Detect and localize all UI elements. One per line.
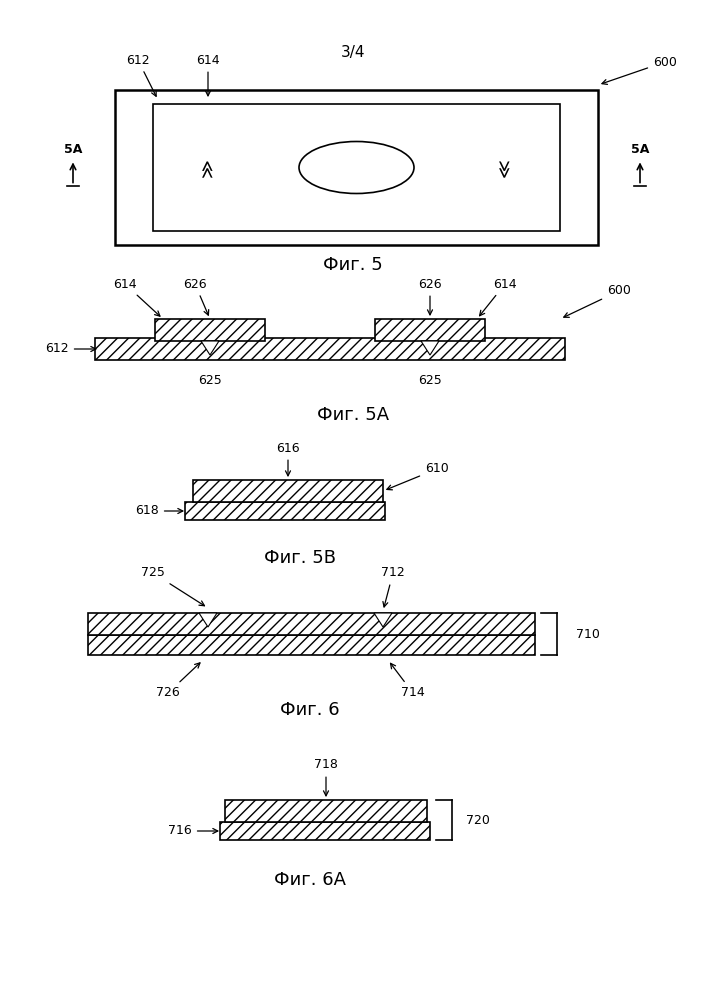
- Text: 726: 726: [156, 663, 200, 700]
- Text: 3/4: 3/4: [341, 44, 366, 60]
- Polygon shape: [421, 341, 439, 355]
- Text: ≫: ≫: [199, 158, 217, 177]
- Polygon shape: [374, 613, 392, 627]
- Text: 610: 610: [387, 462, 449, 490]
- Text: 618: 618: [135, 504, 183, 518]
- Text: 5A: 5A: [631, 143, 649, 156]
- Text: Фиг. 6: Фиг. 6: [280, 701, 340, 719]
- Text: Фиг. 6A: Фиг. 6A: [274, 871, 346, 889]
- Bar: [88, 635, 535, 655]
- Text: 600: 600: [602, 55, 677, 84]
- Text: 720: 720: [466, 814, 490, 826]
- Bar: [153, 104, 560, 231]
- Text: 718: 718: [314, 758, 338, 796]
- Ellipse shape: [299, 141, 414, 194]
- Text: Фиг. 5B: Фиг. 5B: [264, 549, 336, 567]
- Text: 600: 600: [563, 284, 631, 317]
- Text: 614: 614: [479, 277, 517, 316]
- Polygon shape: [201, 341, 219, 355]
- Text: 712: 712: [381, 566, 405, 607]
- Text: 725: 725: [141, 566, 204, 606]
- Text: 5A: 5A: [64, 143, 82, 156]
- Bar: [115, 90, 598, 245]
- Text: 625: 625: [418, 373, 442, 386]
- Text: 614: 614: [113, 277, 160, 316]
- Text: 616: 616: [276, 442, 300, 476]
- Bar: [375, 319, 485, 341]
- Text: 614: 614: [196, 53, 220, 96]
- Polygon shape: [199, 613, 217, 627]
- Text: 716: 716: [168, 824, 218, 838]
- Text: 626: 626: [418, 277, 442, 315]
- Text: 710: 710: [576, 628, 600, 641]
- Bar: [225, 800, 427, 822]
- Bar: [95, 338, 565, 360]
- Text: 714: 714: [390, 663, 425, 700]
- Text: 626: 626: [183, 277, 209, 315]
- Text: 612: 612: [45, 342, 96, 356]
- Bar: [220, 822, 430, 840]
- Text: ≪: ≪: [496, 158, 514, 177]
- Bar: [193, 480, 383, 502]
- Bar: [185, 502, 385, 520]
- Text: 612: 612: [126, 53, 156, 96]
- Bar: [155, 319, 265, 341]
- Bar: [88, 613, 535, 635]
- Text: 625: 625: [198, 373, 222, 386]
- Text: Фиг. 5A: Фиг. 5A: [317, 406, 389, 424]
- Text: Фиг. 5: Фиг. 5: [323, 256, 383, 274]
